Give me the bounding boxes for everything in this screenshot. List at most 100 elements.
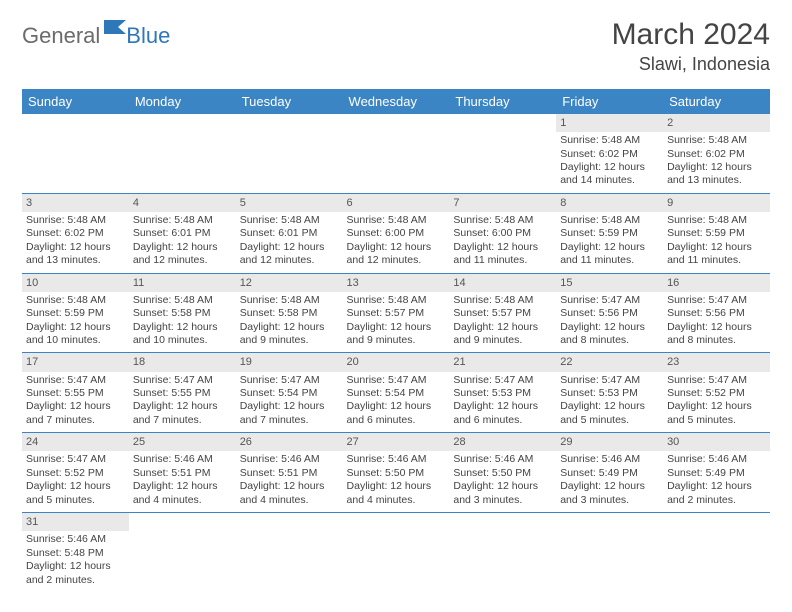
day-detail: Sunset: 5:48 PM — [26, 547, 125, 560]
logo-text-1: General — [22, 23, 100, 49]
day-detail: Daylight: 12 hours and 2 minutes. — [26, 560, 125, 587]
day-number: 23 — [663, 353, 770, 371]
day-header-row: SundayMondayTuesdayWednesdayThursdayFrid… — [22, 89, 770, 114]
day-header: Saturday — [663, 89, 770, 114]
day-number: 19 — [236, 353, 343, 371]
day-detail: Sunset: 5:56 PM — [667, 307, 766, 320]
day-detail: Sunrise: 5:47 AM — [453, 374, 552, 387]
day-detail: Sunset: 5:59 PM — [26, 307, 125, 320]
day-number: 22 — [556, 353, 663, 371]
day-number: 15 — [556, 274, 663, 292]
day-number: 27 — [343, 433, 450, 451]
calendar-day: 17Sunrise: 5:47 AMSunset: 5:55 PMDayligh… — [22, 353, 129, 433]
calendar-day: 25Sunrise: 5:46 AMSunset: 5:51 PMDayligh… — [129, 433, 236, 513]
day-detail: Sunrise: 5:47 AM — [240, 374, 339, 387]
day-detail: Daylight: 12 hours and 9 minutes. — [347, 321, 446, 348]
day-number: 7 — [449, 194, 556, 212]
calendar-week: 10Sunrise: 5:48 AMSunset: 5:59 PMDayligh… — [22, 273, 770, 353]
day-detail: Sunrise: 5:47 AM — [560, 294, 659, 307]
calendar-day: 4Sunrise: 5:48 AMSunset: 6:01 PMDaylight… — [129, 193, 236, 273]
day-detail: Daylight: 12 hours and 6 minutes. — [347, 400, 446, 427]
day-number: 16 — [663, 274, 770, 292]
day-detail: Sunrise: 5:48 AM — [133, 294, 232, 307]
day-detail: Sunset: 5:49 PM — [667, 467, 766, 480]
day-detail: Daylight: 12 hours and 5 minutes. — [667, 400, 766, 427]
day-detail: Sunrise: 5:47 AM — [560, 374, 659, 387]
day-detail: Daylight: 12 hours and 4 minutes. — [347, 480, 446, 507]
day-detail: Sunrise: 5:48 AM — [560, 134, 659, 147]
day-number: 13 — [343, 274, 450, 292]
day-detail: Sunrise: 5:48 AM — [26, 214, 125, 227]
day-detail: Daylight: 12 hours and 14 minutes. — [560, 161, 659, 188]
day-number: 29 — [556, 433, 663, 451]
day-detail: Sunset: 5:49 PM — [560, 467, 659, 480]
calendar-week: 3Sunrise: 5:48 AMSunset: 6:02 PMDaylight… — [22, 193, 770, 273]
day-detail: Daylight: 12 hours and 12 minutes. — [240, 241, 339, 268]
day-number: 9 — [663, 194, 770, 212]
day-detail: Sunrise: 5:46 AM — [133, 453, 232, 466]
day-detail: Sunset: 5:58 PM — [240, 307, 339, 320]
day-header: Wednesday — [343, 89, 450, 114]
day-detail: Sunset: 6:01 PM — [133, 227, 232, 240]
day-number: 17 — [22, 353, 129, 371]
day-detail: Sunset: 6:00 PM — [453, 227, 552, 240]
calendar-day: 11 Sunrise: 5:48 AMSunset: 5:58 PMDayligh… — [129, 273, 236, 353]
day-number: 25 — [129, 433, 236, 451]
calendar-day — [129, 114, 236, 193]
day-number: 24 — [22, 433, 129, 451]
day-detail: Daylight: 12 hours and 2 minutes. — [667, 480, 766, 507]
day-header: Sunday — [22, 89, 129, 114]
day-detail: Sunrise: 5:47 AM — [667, 294, 766, 307]
day-detail: Sunrise: 5:47 AM — [26, 374, 125, 387]
day-detail: Daylight: 12 hours and 12 minutes. — [133, 241, 232, 268]
day-detail: Sunset: 5:58 PM — [133, 307, 232, 320]
day-detail: Daylight: 12 hours and 11 minutes. — [453, 241, 552, 268]
day-detail: Daylight: 12 hours and 10 minutes. — [133, 321, 232, 348]
day-detail: Daylight: 12 hours and 5 minutes. — [560, 400, 659, 427]
calendar-week: 1Sunrise: 5:48 AMSunset: 6:02 PMDaylight… — [22, 114, 770, 193]
page-title: March 2024 — [612, 18, 770, 52]
day-detail: Daylight: 12 hours and 4 minutes. — [240, 480, 339, 507]
calendar-day — [449, 114, 556, 193]
calendar-day: 26Sunrise: 5:46 AMSunset: 5:51 PMDayligh… — [236, 433, 343, 513]
day-detail: Sunrise: 5:46 AM — [240, 453, 339, 466]
day-detail: Sunset: 5:59 PM — [560, 227, 659, 240]
day-detail: Daylight: 12 hours and 8 minutes. — [560, 321, 659, 348]
day-detail: Sunrise: 5:48 AM — [560, 214, 659, 227]
day-number: 6 — [343, 194, 450, 212]
day-number: 21 — [449, 353, 556, 371]
logo: General Blue — [22, 18, 170, 53]
day-detail: Sunset: 5:54 PM — [347, 387, 446, 400]
day-number: 11 — [129, 274, 236, 292]
day-number: 31 — [22, 513, 129, 531]
day-detail: Sunset: 5:52 PM — [667, 387, 766, 400]
day-number: 12 — [236, 274, 343, 292]
day-detail: Sunrise: 5:46 AM — [347, 453, 446, 466]
day-detail: Daylight: 12 hours and 9 minutes. — [240, 321, 339, 348]
calendar-table: SundayMondayTuesdayWednesdayThursdayFrid… — [22, 89, 770, 592]
day-detail: Daylight: 12 hours and 7 minutes. — [133, 400, 232, 427]
calendar-day: 1Sunrise: 5:48 AMSunset: 6:02 PMDaylight… — [556, 114, 663, 193]
calendar-week: 17Sunrise: 5:47 AMSunset: 5:55 PMDayligh… — [22, 353, 770, 433]
day-detail: Sunrise: 5:48 AM — [240, 294, 339, 307]
title-block: March 2024 Slawi, Indonesia — [612, 18, 770, 75]
day-detail: Daylight: 12 hours and 8 minutes. — [667, 321, 766, 348]
calendar-day: 30Sunrise: 5:46 AMSunset: 5:49 PMDayligh… — [663, 433, 770, 513]
day-detail: Sunset: 5:50 PM — [453, 467, 552, 480]
day-detail: Sunset: 5:57 PM — [453, 307, 552, 320]
day-number: 4 — [129, 194, 236, 212]
calendar-day: 21Sunrise: 5:47 AMSunset: 5:53 PMDayligh… — [449, 353, 556, 433]
day-detail: Sunrise: 5:47 AM — [347, 374, 446, 387]
calendar-day: 29Sunrise: 5:46 AMSunset: 5:49 PMDayligh… — [556, 433, 663, 513]
day-detail: Sunrise: 5:46 AM — [26, 533, 125, 546]
day-header: Tuesday — [236, 89, 343, 114]
calendar-day: 20Sunrise: 5:47 AMSunset: 5:54 PMDayligh… — [343, 353, 450, 433]
day-detail: Daylight: 12 hours and 7 minutes. — [240, 400, 339, 427]
day-detail: Sunrise: 5:48 AM — [667, 214, 766, 227]
calendar-day: 9Sunrise: 5:48 AMSunset: 5:59 PMDaylight… — [663, 193, 770, 273]
day-detail: Daylight: 12 hours and 9 minutes. — [453, 321, 552, 348]
day-detail: Daylight: 12 hours and 10 minutes. — [26, 321, 125, 348]
day-detail: Sunset: 5:53 PM — [560, 387, 659, 400]
day-detail: Sunrise: 5:47 AM — [133, 374, 232, 387]
calendar-day — [343, 513, 450, 592]
